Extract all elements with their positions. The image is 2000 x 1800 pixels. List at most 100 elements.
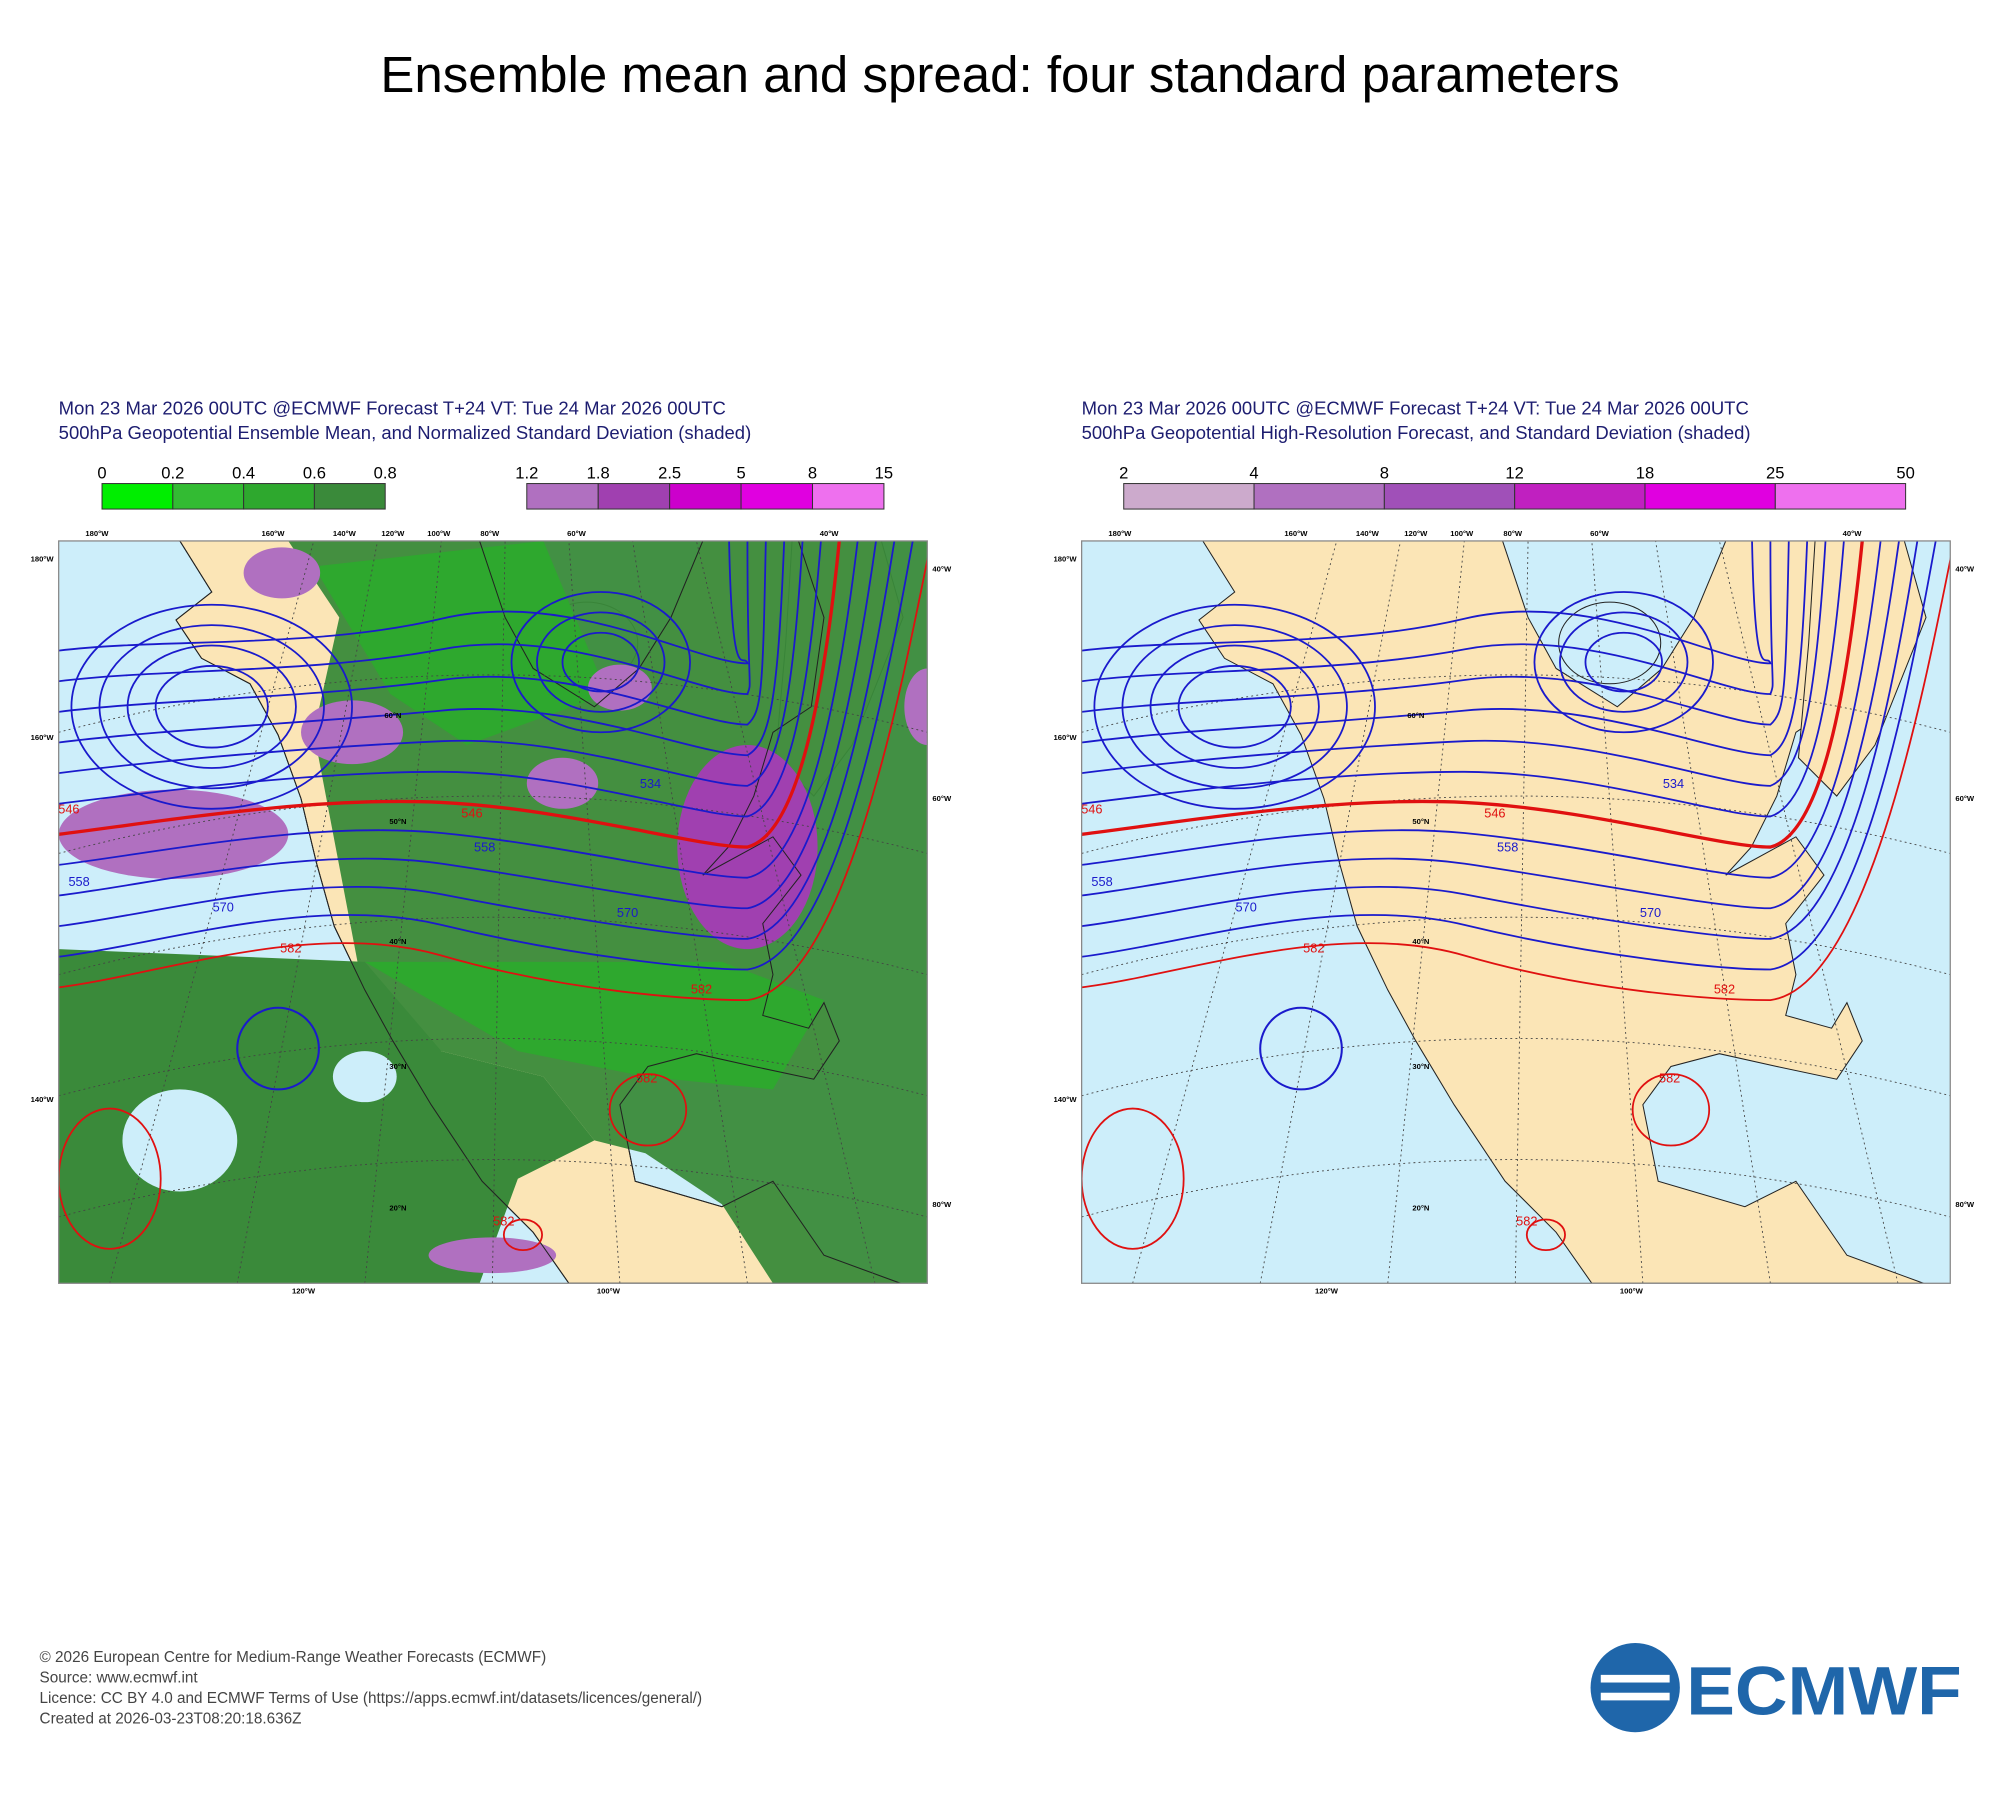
colorbar-label: 0.6: [303, 463, 326, 482]
page-title: Ensemble mean and spread: four standard …: [380, 46, 1619, 103]
panel-header: 500hPa Geopotential High-Resolution Fore…: [1082, 422, 1751, 443]
contour: [608, 1073, 688, 1147]
contour: [154, 665, 269, 749]
longitude-label: 160°W: [31, 733, 55, 742]
contour: [58, 540, 767, 726]
longitude-label: 180°W: [1108, 529, 1132, 538]
graticule: [58, 1159, 928, 1218]
colorbar-label: 0: [97, 463, 106, 482]
contour-label: 546: [58, 801, 79, 816]
contour: [510, 591, 691, 734]
contour: [1584, 631, 1663, 693]
contour: [1533, 591, 1714, 734]
colorbar-label: 15: [875, 463, 893, 482]
colorbar-box: [1123, 483, 1255, 510]
longitude-label: 60°W: [567, 529, 587, 538]
footer-line: Licence: CC BY 4.0 and ECMWF Terms of Us…: [40, 1690, 703, 1707]
contour-label: 582: [1659, 1071, 1680, 1086]
contour: [70, 603, 353, 810]
graticule: [58, 1037, 928, 1097]
contour: [1081, 540, 1937, 971]
contour-label: 570: [1640, 905, 1661, 920]
longitude-label: 100°W: [1620, 1286, 1644, 1295]
latitude-label: 50°N: [389, 817, 406, 826]
contour: [1081, 540, 1900, 910]
contour-label: 546: [1484, 805, 1505, 820]
longitude-label: 160°W: [261, 529, 285, 538]
longitude-label: 40°W: [1843, 529, 1863, 538]
logo-stripe: [1600, 1692, 1670, 1701]
colorbar-box: [526, 483, 599, 510]
graticule: [1081, 1159, 1951, 1218]
colorbar-label: 5: [736, 463, 745, 482]
contour: [1081, 540, 1919, 940]
colorbar-label: 2: [1119, 463, 1128, 482]
contour-label: 534: [1663, 776, 1684, 791]
longitude-label: 140°W: [31, 1095, 55, 1104]
shading: [904, 668, 928, 746]
colorbar-label: 18: [1636, 463, 1654, 482]
contour: [1081, 540, 1772, 665]
contour-label: 582: [1714, 981, 1735, 996]
contour: [1177, 665, 1292, 749]
contour: [1081, 540, 1845, 818]
graticule: [236, 540, 378, 1284]
panel: Mon 23 Mar 2026 00UTC @ECMWF Forecast T+…: [1054, 398, 1975, 1296]
latitude-label: 20°N: [1412, 1204, 1429, 1213]
colorbar-box: [243, 483, 315, 510]
contour-label: 582: [691, 981, 712, 996]
longitude-label: 180°W: [85, 529, 109, 538]
map-frame: [58, 540, 928, 1284]
map-frame: [1080, 540, 1951, 1284]
panel: Mon 23 Mar 2026 00UTC @ECMWF Forecast T+…: [31, 398, 952, 1296]
colorbar-label: 50: [1896, 463, 1914, 482]
colorbar-label: 1.8: [587, 463, 610, 482]
contour: [1081, 540, 1809, 757]
graticule: [109, 540, 315, 1284]
longitude-label: 100°W: [1450, 529, 1474, 538]
colorbar-box: [1644, 483, 1776, 510]
longitude-label: 120°W: [1315, 1286, 1339, 1295]
footer-line: Created at 2026-03-23T08:20:18.636Z: [40, 1710, 302, 1727]
longitude-label: 140°W: [1054, 1095, 1078, 1104]
shading: [428, 1237, 557, 1274]
contour: [1631, 1073, 1711, 1147]
contour-label: 558: [474, 840, 495, 855]
map-body: 546 558 570 582 582 582 582 534 546 558 570 60°N 50°…: [1081, 540, 1951, 1284]
map-body: 546 558 570 582 582 582 582 534 546 558 570 60°N 50°…: [58, 540, 928, 1284]
graticule: [1387, 540, 1465, 1284]
contour: [58, 1107, 162, 1250]
longitude-label: 120°W: [292, 1286, 316, 1295]
longitude-label: 160°W: [1284, 529, 1308, 538]
contour: [1149, 644, 1320, 769]
contour: [126, 644, 297, 769]
logo-icon: [1590, 1642, 1680, 1733]
colorbar-box: [1514, 483, 1646, 510]
longitude-label: 140°W: [1356, 529, 1380, 538]
longitude-label: 100°W: [597, 1286, 621, 1295]
contour-label: 582: [493, 1213, 514, 1228]
longitude-label: 80°W: [1503, 529, 1523, 538]
footer-line: © 2026 European Centre for Medium-Range …: [40, 1649, 547, 1666]
longitude-label: 140°W: [333, 529, 357, 538]
contour-label: 546: [1081, 801, 1102, 816]
contour: [58, 540, 749, 665]
contour: [1081, 540, 1864, 849]
contour: [1081, 1107, 1185, 1250]
longitude-label: 160°W: [1054, 733, 1078, 742]
shading: [58, 540, 928, 1284]
graticule: [1259, 540, 1401, 1284]
longitude-label: 40°W: [1955, 565, 1975, 574]
shading: [364, 961, 824, 1090]
graticule: [1081, 674, 1951, 733]
latitude-label: 60°N: [384, 711, 401, 720]
graticule: [58, 674, 928, 733]
contour: [536, 611, 666, 713]
contour-label: 582: [1516, 1213, 1537, 1228]
panel-header: Mon 23 Mar 2026 00UTC @ECMWF Forecast T+…: [1082, 398, 1749, 419]
contour: [58, 540, 896, 940]
colorbar-box: [172, 483, 245, 510]
panel-header: 500hPa Geopotential Ensemble Mean, and N…: [59, 422, 752, 443]
longitude-label: 60°W: [932, 794, 952, 803]
